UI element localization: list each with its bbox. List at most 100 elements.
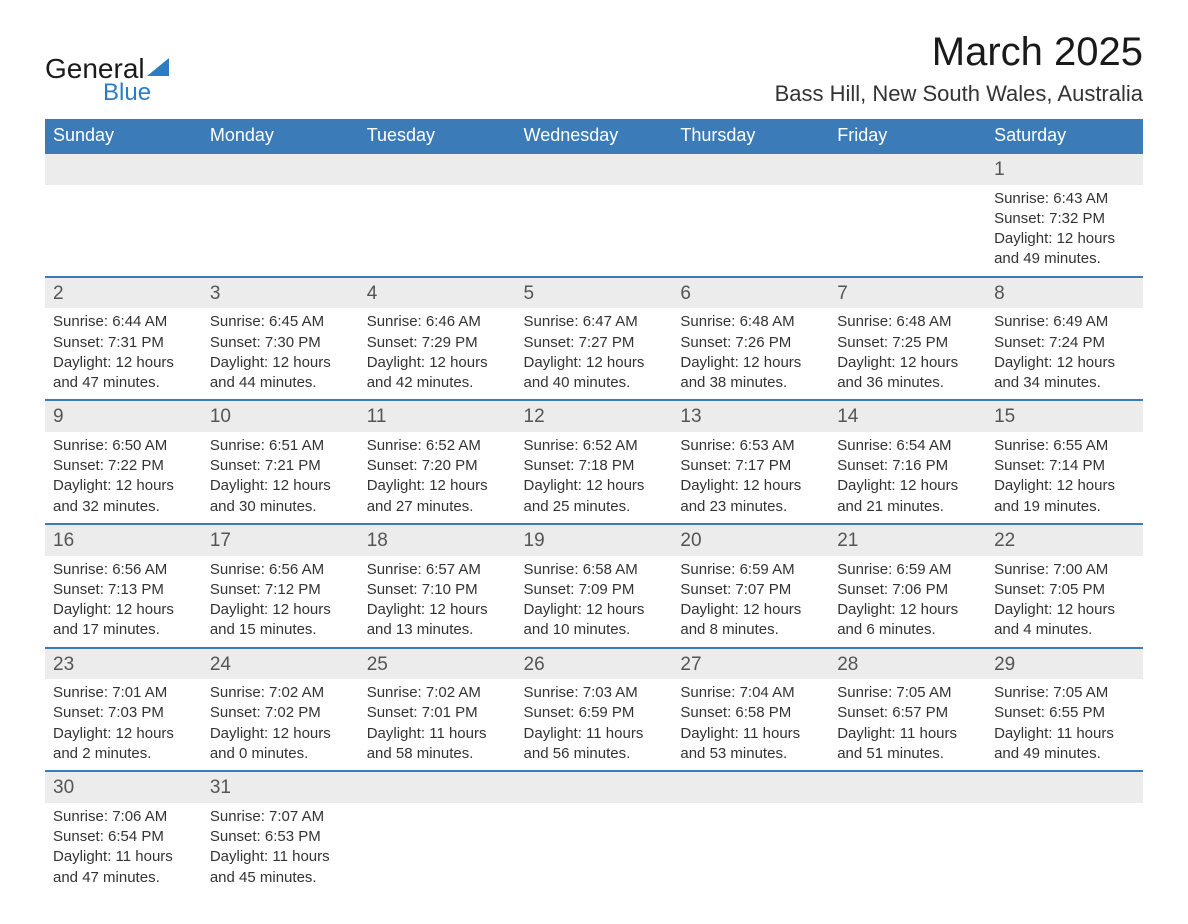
weekday-header: Wednesday	[516, 119, 673, 153]
day-number-cell: 24	[202, 648, 359, 680]
sunset-line: Sunset: 6:53 PM	[210, 827, 351, 847]
sunrise-line: Sunrise: 7:05 AM	[994, 683, 1135, 703]
sunrise-line: Sunrise: 6:57 AM	[367, 560, 508, 580]
empty-cell	[45, 153, 202, 185]
sunrise-line: Sunrise: 7:00 AM	[994, 560, 1135, 580]
day-details: Sunrise: 7:04 AMSunset: 6:58 PMDaylight:…	[672, 679, 829, 770]
calendar-table: SundayMondayTuesdayWednesdayThursdayFrid…	[45, 119, 1143, 894]
daylight-line: Daylight: 12 hours and 44 minutes.	[210, 353, 351, 394]
daylight-line: Daylight: 12 hours and 10 minutes.	[524, 600, 665, 641]
sunrise-line: Sunrise: 7:02 AM	[210, 683, 351, 703]
day-number: 9	[45, 401, 202, 432]
day-detail-cell: Sunrise: 6:48 AMSunset: 7:25 PMDaylight:…	[829, 308, 986, 400]
empty-day-number	[516, 772, 673, 803]
day-number: 5	[516, 278, 673, 309]
day-number: 19	[516, 525, 673, 556]
daylight-line: Daylight: 12 hours and 19 minutes.	[994, 476, 1135, 517]
day-number: 29	[986, 649, 1143, 680]
day-detail-cell: Sunrise: 7:05 AMSunset: 6:57 PMDaylight:…	[829, 679, 986, 771]
sunrise-line: Sunrise: 6:48 AM	[680, 312, 821, 332]
day-number-cell: 4	[359, 277, 516, 309]
sunset-line: Sunset: 7:31 PM	[53, 333, 194, 353]
day-detail-cell: Sunrise: 6:56 AMSunset: 7:12 PMDaylight:…	[202, 556, 359, 648]
day-number-cell: 20	[672, 524, 829, 556]
sunset-line: Sunset: 7:01 PM	[367, 703, 508, 723]
daylight-line: Daylight: 12 hours and 0 minutes.	[210, 724, 351, 765]
day-details: Sunrise: 6:46 AMSunset: 7:29 PMDaylight:…	[359, 308, 516, 399]
daylight-line: Daylight: 12 hours and 6 minutes.	[837, 600, 978, 641]
day-number-cell: 8	[986, 277, 1143, 309]
sunset-line: Sunset: 7:16 PM	[837, 456, 978, 476]
weekday-header: Saturday	[986, 119, 1143, 153]
day-details: Sunrise: 7:03 AMSunset: 6:59 PMDaylight:…	[516, 679, 673, 770]
day-details: Sunrise: 6:50 AMSunset: 7:22 PMDaylight:…	[45, 432, 202, 523]
day-detail-cell: Sunrise: 6:49 AMSunset: 7:24 PMDaylight:…	[986, 308, 1143, 400]
day-detail-cell: Sunrise: 7:06 AMSunset: 6:54 PMDaylight:…	[45, 803, 202, 894]
sunset-line: Sunset: 7:24 PM	[994, 333, 1135, 353]
sunset-line: Sunset: 7:03 PM	[53, 703, 194, 723]
weekday-header: Friday	[829, 119, 986, 153]
day-number-cell: 19	[516, 524, 673, 556]
day-detail-cell: Sunrise: 7:02 AMSunset: 7:01 PMDaylight:…	[359, 679, 516, 771]
empty-day-number	[359, 154, 516, 185]
day-detail-cell: Sunrise: 6:50 AMSunset: 7:22 PMDaylight:…	[45, 432, 202, 524]
day-detail-cell: Sunrise: 7:04 AMSunset: 6:58 PMDaylight:…	[672, 679, 829, 771]
day-body-row: Sunrise: 6:44 AMSunset: 7:31 PMDaylight:…	[45, 308, 1143, 400]
sunset-line: Sunset: 7:20 PM	[367, 456, 508, 476]
empty-cell	[829, 803, 986, 894]
logo-triangle-icon	[147, 58, 169, 76]
empty-cell	[672, 771, 829, 803]
daylight-line: Daylight: 12 hours and 13 minutes.	[367, 600, 508, 641]
sunset-line: Sunset: 7:17 PM	[680, 456, 821, 476]
day-number: 13	[672, 401, 829, 432]
day-number-cell: 27	[672, 648, 829, 680]
weekday-header: Sunday	[45, 119, 202, 153]
day-number: 31	[202, 772, 359, 803]
day-number: 12	[516, 401, 673, 432]
empty-cell	[672, 153, 829, 185]
day-details: Sunrise: 7:06 AMSunset: 6:54 PMDaylight:…	[45, 803, 202, 894]
header: General Blue March 2025 Bass Hill, New S…	[45, 30, 1143, 107]
day-details: Sunrise: 7:01 AMSunset: 7:03 PMDaylight:…	[45, 679, 202, 770]
sunrise-line: Sunrise: 6:59 AM	[680, 560, 821, 580]
sunset-line: Sunset: 6:59 PM	[524, 703, 665, 723]
day-details: Sunrise: 6:48 AMSunset: 7:26 PMDaylight:…	[672, 308, 829, 399]
day-number-cell: 29	[986, 648, 1143, 680]
day-detail-cell: Sunrise: 6:51 AMSunset: 7:21 PMDaylight:…	[202, 432, 359, 524]
sunset-line: Sunset: 7:14 PM	[994, 456, 1135, 476]
sunrise-line: Sunrise: 7:05 AM	[837, 683, 978, 703]
sunrise-line: Sunrise: 6:44 AM	[53, 312, 194, 332]
sunset-line: Sunset: 7:27 PM	[524, 333, 665, 353]
day-details: Sunrise: 7:05 AMSunset: 6:57 PMDaylight:…	[829, 679, 986, 770]
day-number: 18	[359, 525, 516, 556]
day-number: 6	[672, 278, 829, 309]
sunset-line: Sunset: 7:25 PM	[837, 333, 978, 353]
day-details: Sunrise: 7:07 AMSunset: 6:53 PMDaylight:…	[202, 803, 359, 894]
day-detail-cell: Sunrise: 6:52 AMSunset: 7:18 PMDaylight:…	[516, 432, 673, 524]
day-details: Sunrise: 6:44 AMSunset: 7:31 PMDaylight:…	[45, 308, 202, 399]
day-detail-cell: Sunrise: 6:53 AMSunset: 7:17 PMDaylight:…	[672, 432, 829, 524]
day-number-row: 3031	[45, 771, 1143, 803]
day-number-row: 16171819202122	[45, 524, 1143, 556]
day-number: 4	[359, 278, 516, 309]
day-number: 27	[672, 649, 829, 680]
day-number: 28	[829, 649, 986, 680]
empty-cell	[986, 771, 1143, 803]
sunrise-line: Sunrise: 6:52 AM	[524, 436, 665, 456]
day-detail-cell: Sunrise: 7:05 AMSunset: 6:55 PMDaylight:…	[986, 679, 1143, 771]
empty-cell	[45, 185, 202, 277]
daylight-line: Daylight: 12 hours and 47 minutes.	[53, 353, 194, 394]
day-number: 10	[202, 401, 359, 432]
day-number-cell: 28	[829, 648, 986, 680]
day-details: Sunrise: 6:58 AMSunset: 7:09 PMDaylight:…	[516, 556, 673, 647]
day-details: Sunrise: 6:54 AMSunset: 7:16 PMDaylight:…	[829, 432, 986, 523]
day-number: 20	[672, 525, 829, 556]
sunset-line: Sunset: 7:21 PM	[210, 456, 351, 476]
empty-day-number	[45, 154, 202, 185]
daylight-line: Daylight: 12 hours and 36 minutes.	[837, 353, 978, 394]
day-number: 17	[202, 525, 359, 556]
day-number-cell: 5	[516, 277, 673, 309]
day-number-cell: 31	[202, 771, 359, 803]
day-number-row: 2345678	[45, 277, 1143, 309]
empty-cell	[516, 153, 673, 185]
